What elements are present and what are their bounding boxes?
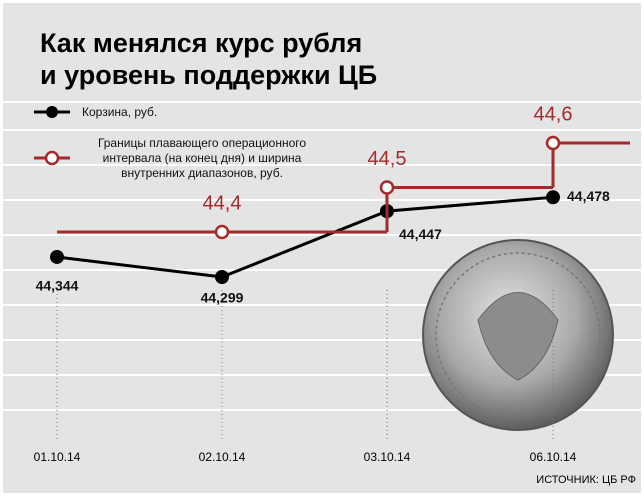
value-label: 44,299	[201, 290, 244, 306]
value-label: 44,6	[534, 103, 573, 125]
source: ИСТОЧНИК: ЦБ РФ	[536, 474, 636, 486]
chart-title: и уровень поддержки ЦБ	[40, 60, 377, 90]
marker	[546, 190, 560, 205]
x-tick-label: 03.10.14	[364, 450, 411, 464]
value-label: 44,478	[567, 188, 610, 204]
x-tick-label: 02.10.14	[199, 450, 246, 464]
marker	[379, 180, 395, 195]
marker	[50, 249, 64, 264]
series-line	[56, 195, 554, 279]
x-tick-label: 06.10.14	[530, 450, 577, 464]
legend-marker	[44, 150, 60, 166]
chart-title: Как менялся курс рубля	[40, 28, 362, 58]
marker	[215, 270, 229, 284]
value-label: 44,447	[399, 226, 442, 242]
coin	[422, 239, 614, 431]
legend-label: Границы плавающего операционного интерва…	[97, 136, 307, 180]
value-label: 44,4	[203, 192, 242, 214]
value-label: 44,5	[368, 148, 407, 170]
marker	[545, 135, 561, 151]
legend-marker	[46, 106, 58, 118]
marker	[214, 224, 230, 240]
legend-label: Корзина, руб.	[82, 105, 158, 119]
value-label: 44,344	[36, 278, 79, 294]
x-tick-label: 01.10.14	[34, 450, 81, 464]
